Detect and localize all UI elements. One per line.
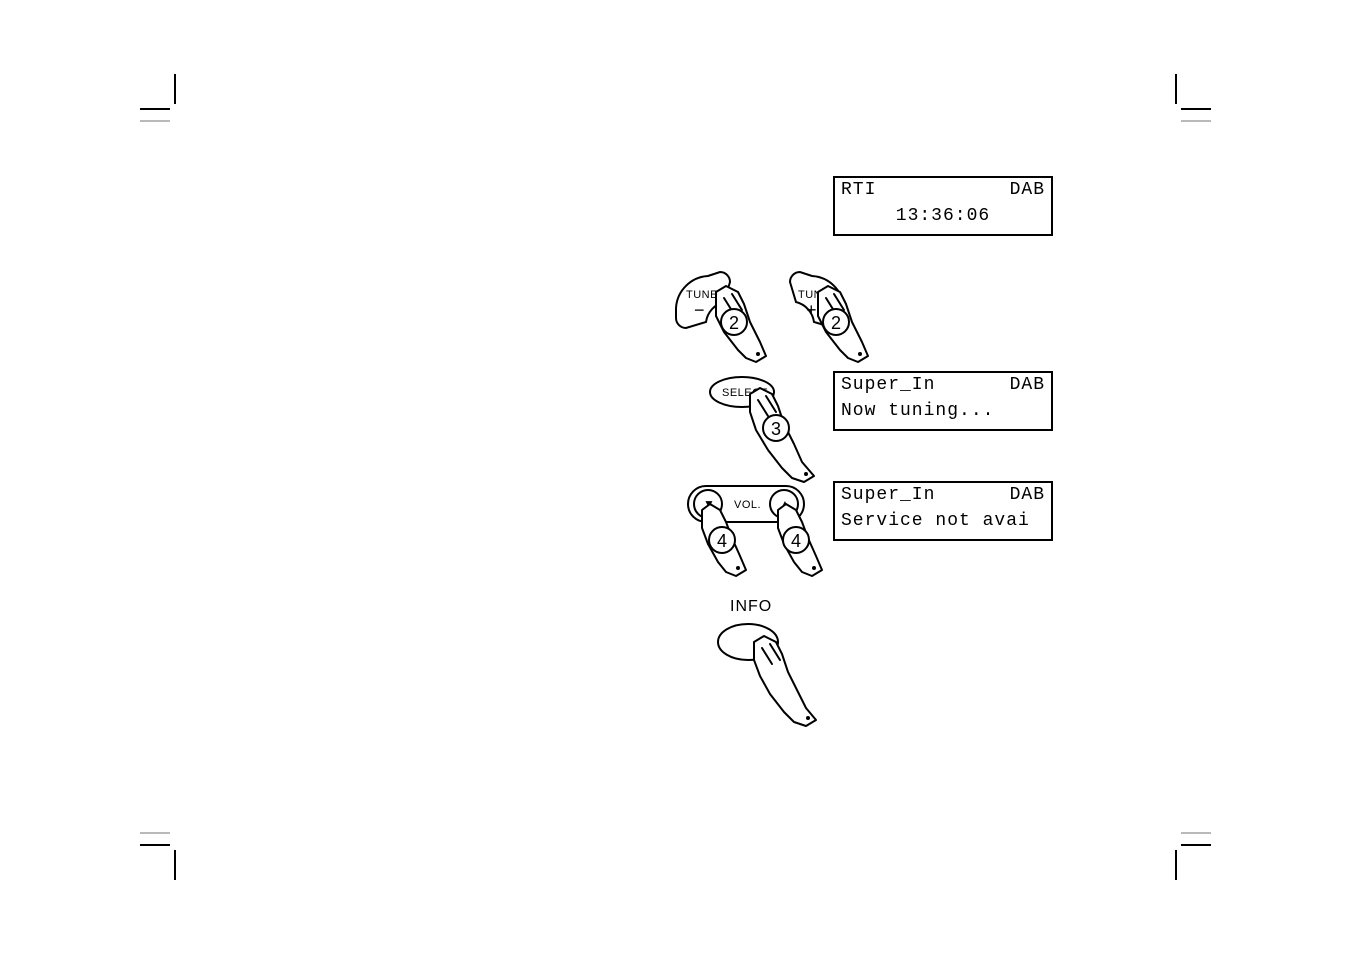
lcd-bot-line2: Service not avai — [841, 511, 1030, 535]
step-number: 2 — [831, 313, 841, 333]
select-group: SELECT 3 — [706, 372, 836, 497]
lcd-mid-right: DAB — [1010, 375, 1045, 399]
crop-mark-br — [1151, 814, 1211, 874]
vol-label: VOL. — [734, 499, 761, 511]
manual-page: RTI DAB 13:36:06 TUNE − 2 TUN — [0, 0, 1351, 954]
lcd-mid-line2: Now tuning... — [841, 401, 994, 425]
lcd-screen-top: RTI DAB 13:36:06 — [833, 176, 1053, 236]
hand-icon — [754, 636, 816, 726]
info-label: INFO — [730, 598, 772, 616]
crop-mark-tr — [1151, 80, 1211, 140]
lcd-screen-bot: Super_In DAB Service not avai — [833, 481, 1053, 541]
tune-plus-group: TUNE + 2 — [780, 262, 890, 387]
lcd-top-left: RTI — [841, 180, 876, 204]
lcd-mid-left: Super_In — [841, 375, 935, 399]
step-number: 2 — [729, 313, 739, 333]
crop-mark-bl — [140, 814, 200, 874]
step-number-left: 4 — [717, 531, 727, 551]
info-group — [712, 618, 842, 733]
step-number: 3 — [771, 419, 781, 439]
step-number-right: 4 — [791, 531, 801, 551]
lcd-screen-mid: Super_In DAB Now tuning... — [833, 371, 1053, 431]
crop-mark-tl — [140, 80, 200, 140]
lcd-bot-right: DAB — [1010, 485, 1045, 509]
lcd-top-right: DAB — [1010, 180, 1045, 204]
vol-group: ▼ ▲ VOL. 4 4 — [682, 480, 852, 605]
tune-minus-group: TUNE − 2 — [668, 262, 778, 387]
tune-plus-sign: + — [806, 300, 817, 320]
lcd-top-line2: 13:36:06 — [896, 206, 990, 230]
lcd-bot-left: Super_In — [841, 485, 935, 509]
tune-minus-sign: − — [694, 300, 705, 320]
